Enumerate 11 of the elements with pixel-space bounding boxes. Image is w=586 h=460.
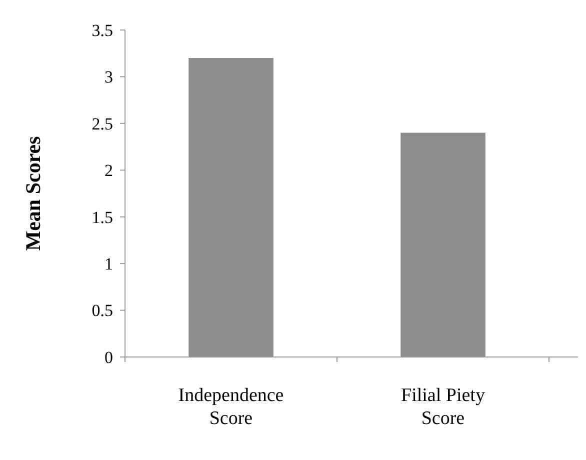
y-tick-label: 0.5	[92, 301, 113, 320]
y-tick-label: 2	[104, 161, 113, 180]
y-tick-label: 3	[104, 68, 113, 87]
y-tick-label: 1	[104, 254, 113, 274]
y-axis-title: Mean Scores	[21, 136, 45, 251]
x-tick-label: Filial Piety Score	[401, 385, 486, 429]
y-tick-label: 3.5	[92, 20, 113, 40]
x-tick-label: Independence Score	[178, 385, 284, 429]
y-tick-label: 0	[104, 348, 113, 367]
y-tick-label: 1.5	[92, 208, 113, 227]
y-tick-label: 2.5	[92, 114, 113, 134]
